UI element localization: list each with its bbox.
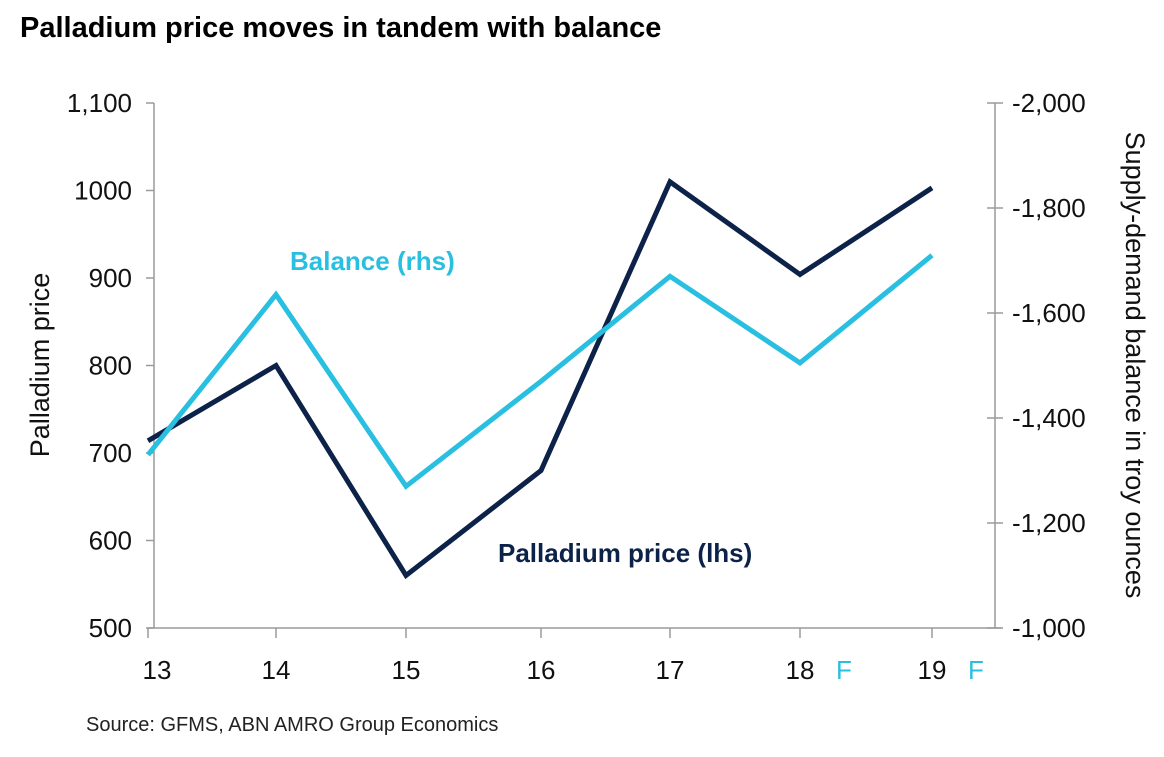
left-axis-tick-label: 1,100: [67, 88, 132, 118]
x-axis-tick-label: 14: [262, 655, 291, 685]
right-axis-tick-label: -1,600: [1012, 298, 1086, 328]
forecast-marker: F: [836, 655, 852, 685]
left-axis-tick-label: 500: [89, 613, 132, 643]
chart-title: Palladium price moves in tandem with bal…: [20, 12, 662, 44]
x-axis-tick-label: 19: [918, 655, 947, 685]
series-label-palladium-price: Palladium price (lhs): [498, 538, 752, 568]
right-axis-title: Supply-demand balance in troy ounces: [1120, 132, 1150, 599]
source-note: Source: GFMS, ABN AMRO Group Economics: [86, 714, 499, 736]
left-axis-tick-label: 900: [89, 263, 132, 293]
right-axis-tick-label: -1,800: [1012, 193, 1086, 223]
left-axis-tick-label: 1000: [74, 176, 132, 206]
right-axis-tick-label: -2,000: [1012, 88, 1086, 118]
left-axis-tick-label: 700: [89, 438, 132, 468]
x-axis-tick-label: 17: [656, 655, 685, 685]
left-axis-tick-label: 600: [89, 526, 132, 556]
left-axis-title: Palladium price: [25, 273, 55, 458]
series-line-balance: [146, 253, 934, 490]
x-axis-tick-label: 16: [527, 655, 556, 685]
series-label-balance: Balance (rhs): [290, 246, 455, 276]
right-axis-tick-label: -1,000: [1012, 613, 1086, 643]
series-line-palladium-price: [146, 177, 934, 580]
left-axis-tick-label: 800: [89, 351, 132, 381]
x-axis-tick-label: 13: [143, 655, 172, 685]
right-axis-tick-label: -1,400: [1012, 403, 1086, 433]
x-axis-tick-label: 18: [786, 655, 815, 685]
right-axis-tick-label: -1,200: [1012, 508, 1086, 538]
x-axis-tick-label: 15: [392, 655, 421, 685]
forecast-marker: F: [968, 655, 984, 685]
